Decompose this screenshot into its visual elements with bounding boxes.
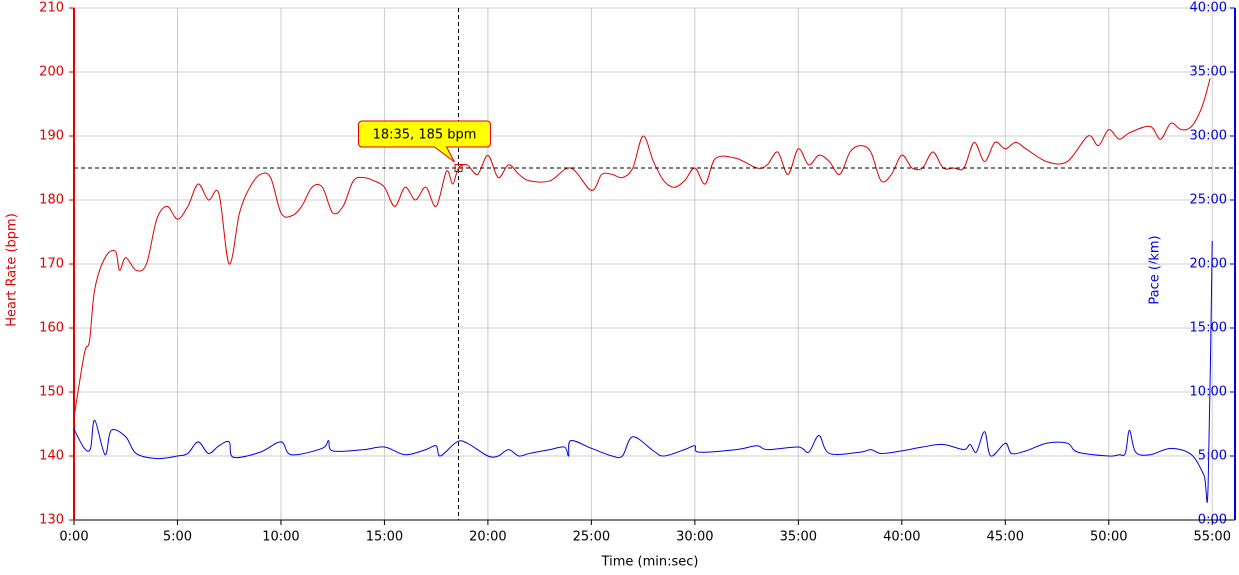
annotation-box xyxy=(358,120,492,163)
y2-tick-label: 25:00 xyxy=(1190,193,1227,208)
x-tick-label: 10:00 xyxy=(262,530,299,545)
x-tick-label: 50:00 xyxy=(1090,530,1127,545)
y-tick-label: 160 xyxy=(39,321,64,336)
y2-tick-label: 15:00 xyxy=(1190,321,1227,336)
y-tick-label: 140 xyxy=(39,449,64,464)
x-tick-label: 45:00 xyxy=(987,530,1024,545)
x-tick-label: 30:00 xyxy=(676,530,713,545)
x-tick-label: 55:00 xyxy=(1194,530,1231,545)
series-line xyxy=(73,240,1213,503)
y2-tick-label: 20:00 xyxy=(1190,257,1227,272)
y-tick-label: 170 xyxy=(39,257,64,272)
y-tick-label: 200 xyxy=(39,65,64,80)
y-axis-label: Heart Rate (bpm) xyxy=(5,213,20,327)
y-tick-label: 210 xyxy=(39,1,64,16)
annotation-text: 18:35, 185 bpm xyxy=(373,128,477,143)
y-tick-label: 150 xyxy=(39,385,64,400)
x-tick-label: 35:00 xyxy=(780,530,817,545)
x-tick-label: 25:00 xyxy=(573,530,610,545)
point-marker xyxy=(454,164,463,172)
x-tick-label: 5:00 xyxy=(163,530,192,545)
y-tick-label: 180 xyxy=(39,193,64,208)
x-tick-label: 0:00 xyxy=(59,530,88,545)
y-tick-label: 190 xyxy=(39,129,64,144)
y2-tick-label: 5:00 xyxy=(1198,449,1227,464)
series-line xyxy=(73,78,1211,418)
y2-tick-label: 10:00 xyxy=(1190,385,1227,400)
x-tick-label: 15:00 xyxy=(366,530,403,545)
y-tick-label: 130 xyxy=(39,513,64,528)
y2-tick-label: 40:00 xyxy=(1190,1,1227,16)
y2-tick-label: 30:00 xyxy=(1190,129,1227,144)
x-tick-label: 20:00 xyxy=(469,530,506,545)
x-axis-label: Time (min:sec) xyxy=(601,555,699,570)
x-tick-label: 40:00 xyxy=(883,530,920,545)
y2-tick-label: 35:00 xyxy=(1190,65,1227,80)
y2-axis-label: Pace (/km) xyxy=(1148,235,1163,304)
